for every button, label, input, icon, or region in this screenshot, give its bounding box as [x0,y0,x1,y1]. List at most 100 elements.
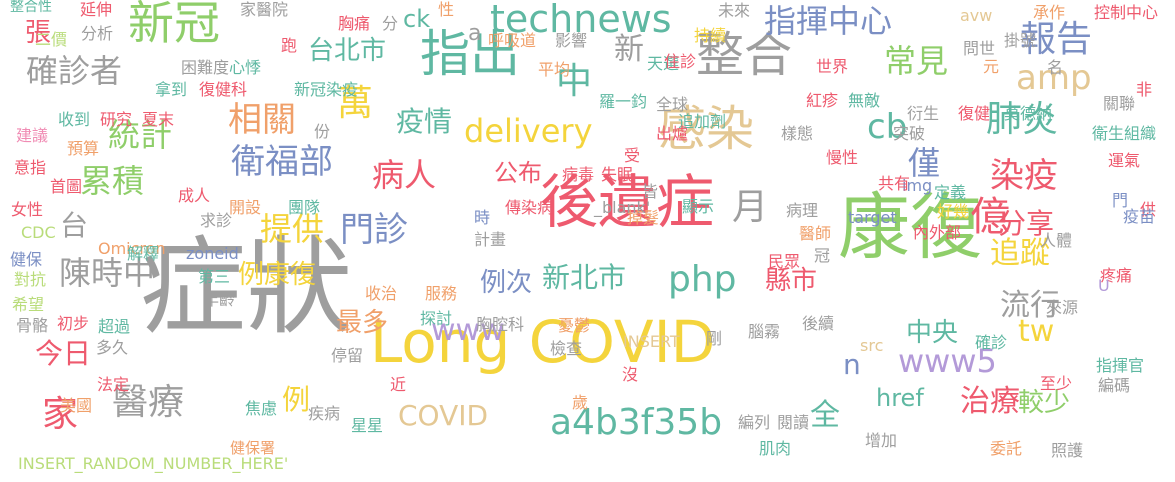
word-cloud-term: 腦霧 [748,322,781,341]
word-cloud-term: 門診 [340,210,408,250]
word-cloud-term: n [843,348,861,381]
word-cloud-term: 衛福部 [231,142,333,182]
word-cloud-term: 至少 [1040,374,1073,393]
word-cloud-term: 服務 [425,284,458,303]
word-cloud-term: 肺炎 [986,99,1059,140]
word-cloud-term: 常見 [884,42,949,80]
word-cloud-term: 控制中心 [1094,3,1159,22]
word-cloud-term: 台北市 [308,36,387,66]
word-cloud-term: 康復 [838,185,983,269]
word-cloud-term: 掛號 [1004,31,1037,50]
word-cloud-term: 病毒 [562,165,595,184]
word-cloud-term: 分 [382,14,399,33]
word-cloud-term: 供 [1140,200,1157,219]
word-cloud-term: 編列 [738,413,771,432]
word-cloud-term: 億 [970,194,1010,240]
word-cloud-term: 收治 [365,284,398,303]
word-cloud-term: 胸腔科 [476,315,525,334]
word-cloud-term: img [902,176,933,195]
word-cloud-term: 超過 [98,317,131,336]
word-cloud-term: 年齡 [203,290,236,309]
word-cloud-term: 新北市 [542,261,627,294]
word-cloud-term: 好幾 [937,202,970,221]
word-cloud-term: 歲 [572,393,589,412]
word-cloud-term: 公布 [494,159,542,187]
word-cloud-term: 疼痛 [1100,266,1133,285]
word-cloud-term: 後續 [802,314,835,333]
word-cloud-term: 沒 [622,365,639,384]
word-cloud-term: 閱讀 [777,413,810,432]
word-cloud-term: 來源 [1046,298,1079,317]
word-cloud-term: 困難度 [181,58,230,77]
word-cloud-term: 名 [1047,58,1064,77]
word-cloud-term: INSERT_RANDOM_NUMBER_HERE' [18,454,289,473]
word-cloud-term: 出爐 [656,124,689,143]
word-cloud-term: technews [490,0,672,41]
word-cloud-term: 骨骼 [16,316,49,335]
word-cloud-term: 時 [474,208,491,227]
word-cloud-term: 增加 [865,431,898,450]
word-cloud-term: 初步 [57,314,90,333]
word-cloud-term: 疾病 [308,404,341,423]
word-cloud-term: tw [1018,314,1055,349]
word-cloud-term: cb [867,107,908,147]
word-cloud-term: COVID [398,399,489,432]
word-cloud-term: 新冠 [128,0,220,50]
word-cloud-term: 中 [556,61,593,102]
word-cloud-term: 近 [390,375,407,394]
word-cloud-term: 夏末 [142,110,175,129]
word-cloud-term: 整合性 [10,0,52,15]
word-cloud-term: 二價 [35,30,68,49]
word-cloud-term: 張 [25,18,52,48]
word-cloud-term: 新 [614,32,644,67]
word-cloud-term: 皆 [642,182,659,201]
word-cloud-term: Omicron [98,239,166,258]
word-cloud-term: 陳時中 [59,254,156,292]
word-cloud-term: 剛 [706,329,723,348]
word-cloud-term: 確診 [975,333,1008,352]
word-cloud-term: 突破 [893,124,926,143]
word-cloud-term: 元 [983,57,1000,76]
word-cloud-term: 成人 [178,186,211,205]
word-cloud-term: 冠 [814,246,831,265]
word-cloud-term: 中央 [906,318,959,348]
word-cloud-term: 預算 [67,139,100,158]
word-cloud-term: 延伸 [80,0,113,19]
word-cloud-term: 解釋 [127,244,160,263]
word-cloud-term: 提供 [260,210,325,248]
word-cloud-term: 復健 [958,104,991,123]
word-cloud-term: 收到 [58,110,91,129]
word-cloud-term: 開設 [229,198,262,217]
word-cloud-term: delivery [464,112,593,150]
word-cloud-term: 疫苗 [1123,207,1156,226]
word-cloud-term: 意指 [14,158,47,177]
word-cloud-term: 持續 [694,26,727,45]
word-cloud-term: a4b3f35b [550,402,723,443]
word-cloud-term: 全球 [656,95,689,114]
word-cloud-term: 病理 [786,201,819,220]
word-cloud-term: 多久 [96,338,129,357]
word-cloud-term: 受 [624,146,641,165]
word-cloud-term: 性 [438,0,455,19]
word-cloud-term: 確診者 [26,52,123,90]
word-cloud-term: avw [960,6,993,25]
word-cloud-term: php [668,259,737,300]
word-cloud-term: 第三 [198,267,231,286]
word-cloud-term: 天選 [647,54,680,73]
word-cloud-term: 非 [1136,80,1153,99]
word-cloud-term: 最多 [336,308,389,338]
word-cloud-term: 影響 [555,31,588,50]
word-cloud-term: 問世 [963,39,996,58]
word-cloud-term: 美國 [60,396,93,415]
word-cloud-term: 治療 [960,384,1020,419]
word-cloud-term: 承作 [1033,3,1066,22]
word-cloud-term: 例 [282,383,311,416]
word-cloud-term: 復健科 [199,80,248,99]
word-cloud-term: 檢查 [550,339,583,358]
word-cloud-term: 跑 [281,36,298,55]
word-cloud-term: 探討 [420,309,453,328]
word-cloud-term: 流行 [1000,288,1060,323]
word-cloud-term: 關聯 [1103,94,1136,113]
word-cloud-term: 女性 [11,200,44,219]
